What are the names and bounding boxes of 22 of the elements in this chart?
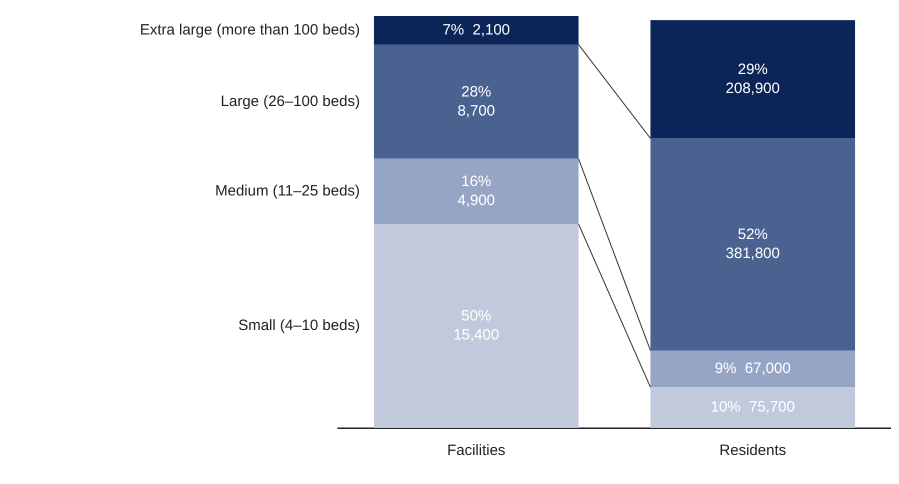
data-label: 10% 75,700 <box>710 398 795 416</box>
bar <box>650 20 856 138</box>
series-label: Medium (11–25 beds) <box>215 182 360 200</box>
data-label: 52% 381,800 <box>726 226 780 262</box>
bar <box>374 158 579 224</box>
bar <box>374 16 579 45</box>
data-label: 16% 4,900 <box>457 173 496 210</box>
data-label: 29% 208,900 <box>726 60 780 97</box>
data-label: 50% 15,400 <box>453 308 500 344</box>
bar <box>374 44 579 159</box>
bar <box>650 350 856 388</box>
bar <box>650 387 856 428</box>
bar <box>650 138 856 350</box>
series-label: Large (26–100 beds) <box>220 92 360 110</box>
x-tick-label: Facilities <box>447 442 506 460</box>
bar <box>374 224 579 428</box>
series-label: Extra large (more than 100 beds) <box>140 21 360 38</box>
data-label: 28% 8,700 <box>457 83 496 120</box>
series-label: Small (4–10 beds) <box>238 317 360 334</box>
data-label: 9% 67,000 <box>714 360 791 377</box>
data-label: 7% 2,100 <box>442 21 510 38</box>
x-tick-label: Residents <box>719 442 786 460</box>
